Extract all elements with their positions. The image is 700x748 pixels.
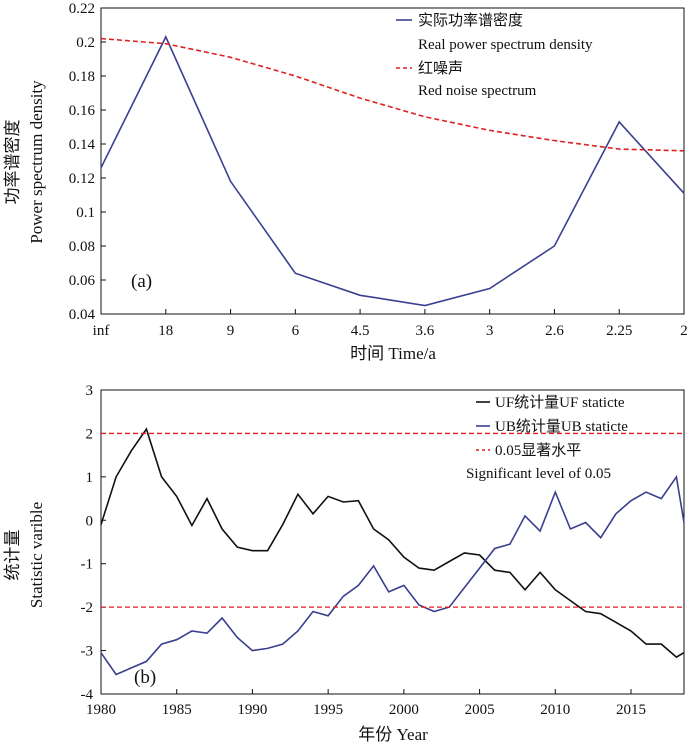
y-tick-label: -4 — [81, 687, 94, 703]
legend-label-red-noise-en: Red noise spectrum — [418, 83, 537, 99]
legend-label-real-spectrum-en: Real power spectrum density — [418, 37, 593, 53]
x-tick-label: 2010 — [540, 702, 570, 718]
x-tick-label: 2 — [680, 323, 688, 339]
legend-label-significance-en: Significant level of 0.05 — [466, 466, 611, 482]
x-tick-label: 2000 — [389, 702, 419, 718]
panel-a-y-ticks: 0.04 0.06 0.08 0.1 0.12 0.14 0.16 0.18 0.2 0.22 — [69, 1, 106, 323]
y-tick-label: 0.06 — [69, 273, 96, 289]
panel-b-tag: (b) — [134, 667, 156, 688]
legend-label-red-noise-cn: 红噪声 — [418, 59, 463, 77]
y-tick-label: 0.18 — [69, 69, 95, 85]
y-tick-label: 0.1 — [76, 205, 95, 221]
panel-b-plot-frame — [100, 389, 685, 695]
x-tick-label: 2005 — [465, 702, 495, 718]
x-tick-label: 2.6 — [545, 323, 564, 339]
panel-a-plot-frame — [100, 7, 685, 315]
y-tick-label: -1 — [81, 557, 94, 573]
panel-b-legend: UF统计量UF staticte UB统计量UB staticte 0.05显著… — [466, 394, 628, 482]
panel-b-xlabel: 年份 Year — [358, 725, 428, 744]
y-tick-label: 0.04 — [69, 307, 96, 323]
legend-label-significance-cn: 0.05显著水平 — [495, 442, 581, 459]
x-tick-label: 2015 — [616, 702, 646, 718]
y-tick-label: -2 — [81, 600, 94, 616]
x-tick-label: 4.5 — [351, 323, 370, 339]
y-tick-label: 0.22 — [69, 1, 95, 17]
panel-a-series — [100, 35, 685, 307]
y-tick-label: 2 — [86, 426, 94, 442]
y-tick-label: 0.12 — [69, 171, 95, 187]
panel-a-tag: (a) — [131, 271, 152, 292]
series-line-uf — [100, 427, 685, 659]
panel-b-series — [100, 427, 685, 676]
panel-a-legend: 实际功率谱密度 Real power spectrum density 红噪声 … — [396, 12, 593, 99]
panel-b-ylabel-cn: 统计量 — [3, 530, 22, 581]
legend-label-uf: UF统计量UF staticte — [495, 394, 625, 411]
y-tick-label: 0.2 — [76, 35, 95, 51]
series-line-real-spectrum — [100, 35, 685, 307]
panel-b-x-ticks: 1980 1985 1990 1995 2000 2005 2010 2015 — [86, 689, 646, 718]
x-tick-label: 1990 — [237, 702, 267, 718]
panel-b-ylabel-en: Statistic varible — [27, 502, 46, 608]
x-tick-label: 1985 — [162, 702, 192, 718]
panel-a-ylabel-cn: 功率谱密度 — [3, 120, 22, 205]
x-tick-label: 9 — [227, 323, 235, 339]
y-tick-label: 0.14 — [69, 137, 96, 153]
panel-a-power-spectrum: 0.04 0.06 0.08 0.1 0.12 0.14 0.16 0.18 0.2 0.22 i… — [3, 1, 688, 363]
x-tick-label: 18 — [158, 323, 173, 339]
panel-a-ylabel-en: Power spectrum density — [27, 80, 46, 244]
x-tick-label: 1980 — [86, 702, 116, 718]
legend-label-real-spectrum-cn: 实际功率谱密度 — [418, 12, 523, 29]
legend-label-ub: UB统计量UB staticte — [495, 418, 628, 435]
series-line-red-noise — [100, 37, 685, 152]
panel-a-x-ticks: inf 18 9 6 4.5 3.6 3 2.6 2.25 2 — [93, 309, 688, 339]
y-tick-label: 0.16 — [69, 103, 96, 119]
y-tick-label: 3 — [86, 383, 94, 399]
panel-a-xlabel: 时间 Time/a — [350, 344, 436, 363]
series-line-ub — [100, 474, 685, 676]
x-tick-label: 3.6 — [416, 323, 435, 339]
x-tick-label: 1995 — [313, 702, 343, 718]
panel-b-mann-kendall: -4 -3 -2 -1 0 1 2 3 1980 1985 1990 1995 2000 2005 201… — [3, 383, 685, 744]
y-tick-label: 1 — [86, 470, 94, 486]
x-tick-label: 6 — [292, 323, 300, 339]
x-tick-label: 3 — [486, 323, 494, 339]
y-tick-label: -3 — [81, 644, 94, 660]
x-tick-label: 2.25 — [606, 323, 632, 339]
y-tick-label: 0 — [86, 513, 94, 529]
y-tick-label: 0.08 — [69, 239, 95, 255]
x-tick-label: inf — [93, 323, 110, 339]
